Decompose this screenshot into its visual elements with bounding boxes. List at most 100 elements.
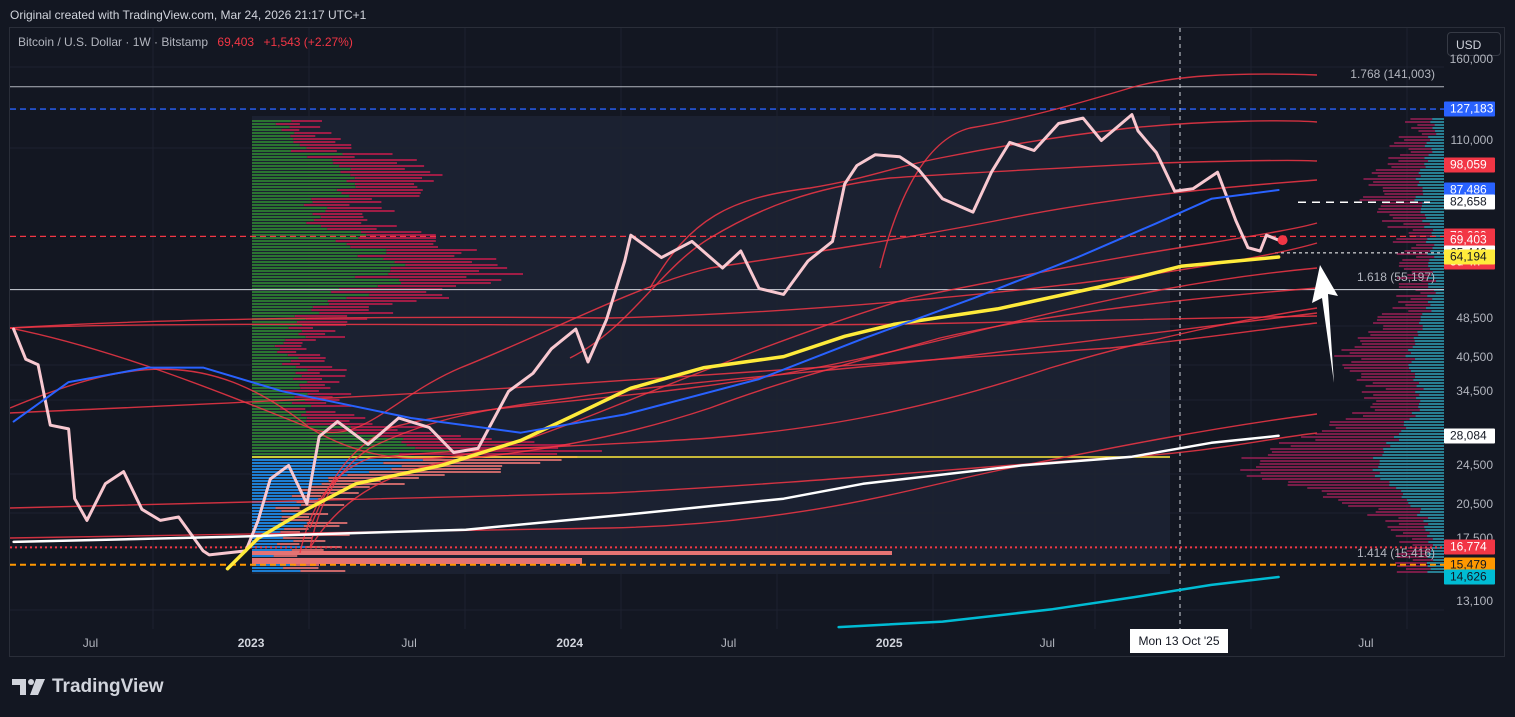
profile-right-bar	[1342, 502, 1444, 504]
profile-right-bar	[1410, 151, 1444, 153]
profile-bar-down	[293, 378, 322, 380]
profile-bar-up	[252, 510, 282, 512]
profile-right-bar	[1389, 214, 1444, 216]
profile-right-bar-teal	[1413, 379, 1444, 381]
tradingview-logo-icon	[12, 679, 45, 695]
blue-ma-line	[12, 189, 1280, 434]
profile-bar-up	[252, 435, 377, 437]
profile-right-bar-teal	[1424, 157, 1444, 159]
profile-right-bar-teal	[1426, 562, 1444, 564]
profile-bar-down	[350, 426, 431, 428]
profile-bar-up	[252, 537, 284, 539]
profile-right-bar	[1392, 217, 1444, 219]
time-axis-tick: 2025	[875, 636, 903, 650]
profile-bar-up	[252, 270, 391, 272]
profile-right-bar	[1396, 295, 1444, 297]
profile-right-bar	[1367, 514, 1444, 516]
profile-bar-up	[252, 555, 274, 557]
profile-bar-down	[306, 522, 348, 524]
profile-bar-up	[252, 276, 356, 278]
last-price-dot	[1277, 235, 1288, 246]
profile-bar-down	[274, 345, 302, 347]
profile-bar-down	[328, 477, 419, 479]
profile-bar-up	[252, 543, 278, 545]
profile-bar-up	[252, 348, 280, 350]
profile-right-bar-teal	[1418, 406, 1444, 408]
profile-bar-down	[346, 180, 434, 182]
profile-right-bar	[1396, 571, 1444, 573]
profile-bar-down	[390, 267, 508, 269]
ma-band-line	[309, 287, 1318, 549]
profile-bar-down	[320, 216, 364, 218]
profile-bar-up	[252, 429, 329, 431]
ma-band-line	[299, 307, 1318, 554]
profile-right-bar	[1374, 409, 1444, 411]
profile-right-bar	[1338, 499, 1444, 501]
profile-right-bar	[1396, 253, 1444, 255]
price-tag: 15,479	[1444, 557, 1495, 573]
profile-right-bar-teal	[1415, 391, 1444, 393]
profile-bar-down	[388, 273, 523, 275]
profile-bar-up	[252, 483, 322, 485]
profile-right-bar	[1391, 166, 1444, 168]
profile-bar-down	[306, 420, 350, 422]
profile-right-bar	[1407, 274, 1444, 276]
profile-right-bar	[1418, 130, 1444, 132]
profile-bar-up	[252, 465, 402, 467]
profile-bar-down	[350, 174, 443, 176]
profile-right-bar-teal	[1423, 193, 1444, 195]
profile-right-bar	[1278, 442, 1444, 444]
annotation-layer	[1312, 265, 1338, 383]
currency-button[interactable]: USD	[1447, 32, 1501, 56]
profile-right-bar-teal	[1422, 202, 1444, 204]
chart-frame	[9, 27, 1505, 657]
profile-right-bar-teal	[1429, 268, 1444, 270]
profile-bar-down	[356, 432, 432, 434]
profile-bar-down	[280, 519, 312, 521]
time-axis-tick: Jul	[720, 636, 737, 650]
profile-right-bar-teal	[1428, 283, 1444, 285]
profile-bar-down	[287, 354, 321, 356]
profile-bar-down	[301, 375, 346, 377]
profile-right-bar	[1404, 139, 1444, 141]
profile-bar-up	[252, 207, 328, 209]
profile-right-bar-teal	[1421, 208, 1444, 210]
profile-bar-down	[273, 555, 298, 557]
profile-right-bar	[1260, 460, 1444, 462]
profile-bar-up	[252, 243, 347, 245]
profile-bar-down	[293, 138, 341, 140]
profile-right-bar-teal	[1420, 175, 1444, 177]
profile-right-bar-teal	[1413, 337, 1444, 339]
profile-right-bar	[1372, 382, 1444, 384]
profile-bar-up	[252, 420, 307, 422]
profile-right-bar-teal	[1420, 400, 1444, 402]
profile-bar-up	[252, 168, 351, 170]
profile-bar-up	[252, 240, 336, 242]
profile-right-bar-teal	[1427, 553, 1444, 555]
profile-right-bar	[1361, 373, 1444, 375]
profile-bar-up	[252, 339, 286, 341]
ma-band-line	[10, 315, 1318, 329]
tradingview-logo[interactable]: TradingView	[12, 676, 164, 698]
profile-bar-up	[252, 144, 300, 146]
profile-right-bar	[1395, 535, 1444, 537]
profile-right-bar-teal	[1424, 145, 1444, 147]
profile-right-bar-teal	[1415, 376, 1444, 378]
profile-right-bar-teal	[1410, 505, 1444, 507]
profile-bar-up	[252, 549, 292, 551]
profile-right-bar	[1372, 403, 1444, 405]
profile-bar-up	[252, 279, 399, 281]
profile-bar-up	[252, 381, 308, 383]
profile-right-bar	[1377, 211, 1444, 213]
profile-right-bar-teal	[1404, 421, 1444, 423]
profile-right-bar	[1344, 367, 1444, 369]
profile-bar-down	[294, 132, 332, 134]
profile-bar-down	[288, 327, 313, 329]
profile-right-bar-teal	[1423, 388, 1444, 390]
profile-right-bar-teal	[1380, 478, 1444, 480]
profile-bar-up	[252, 462, 384, 464]
profile-bar-up	[252, 450, 450, 452]
profile-right-bar-teal	[1428, 262, 1444, 264]
chart-plot-area[interactable]	[10, 28, 1444, 629]
profile-right-bar	[1412, 544, 1444, 546]
